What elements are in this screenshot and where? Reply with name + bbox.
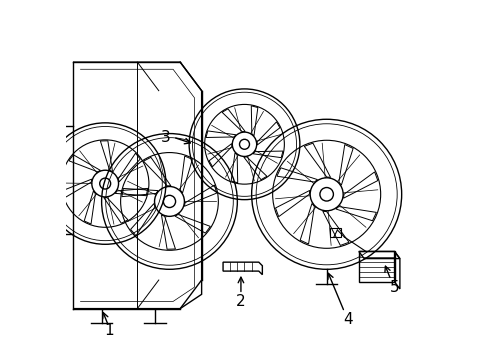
Text: 4: 4 (343, 312, 352, 327)
Bar (329, 228, 340, 237)
Text: 3: 3 (161, 130, 170, 145)
Bar (358, 251, 394, 282)
Text: 1: 1 (104, 323, 113, 338)
Text: 2: 2 (236, 294, 245, 309)
Text: 5: 5 (389, 280, 399, 295)
